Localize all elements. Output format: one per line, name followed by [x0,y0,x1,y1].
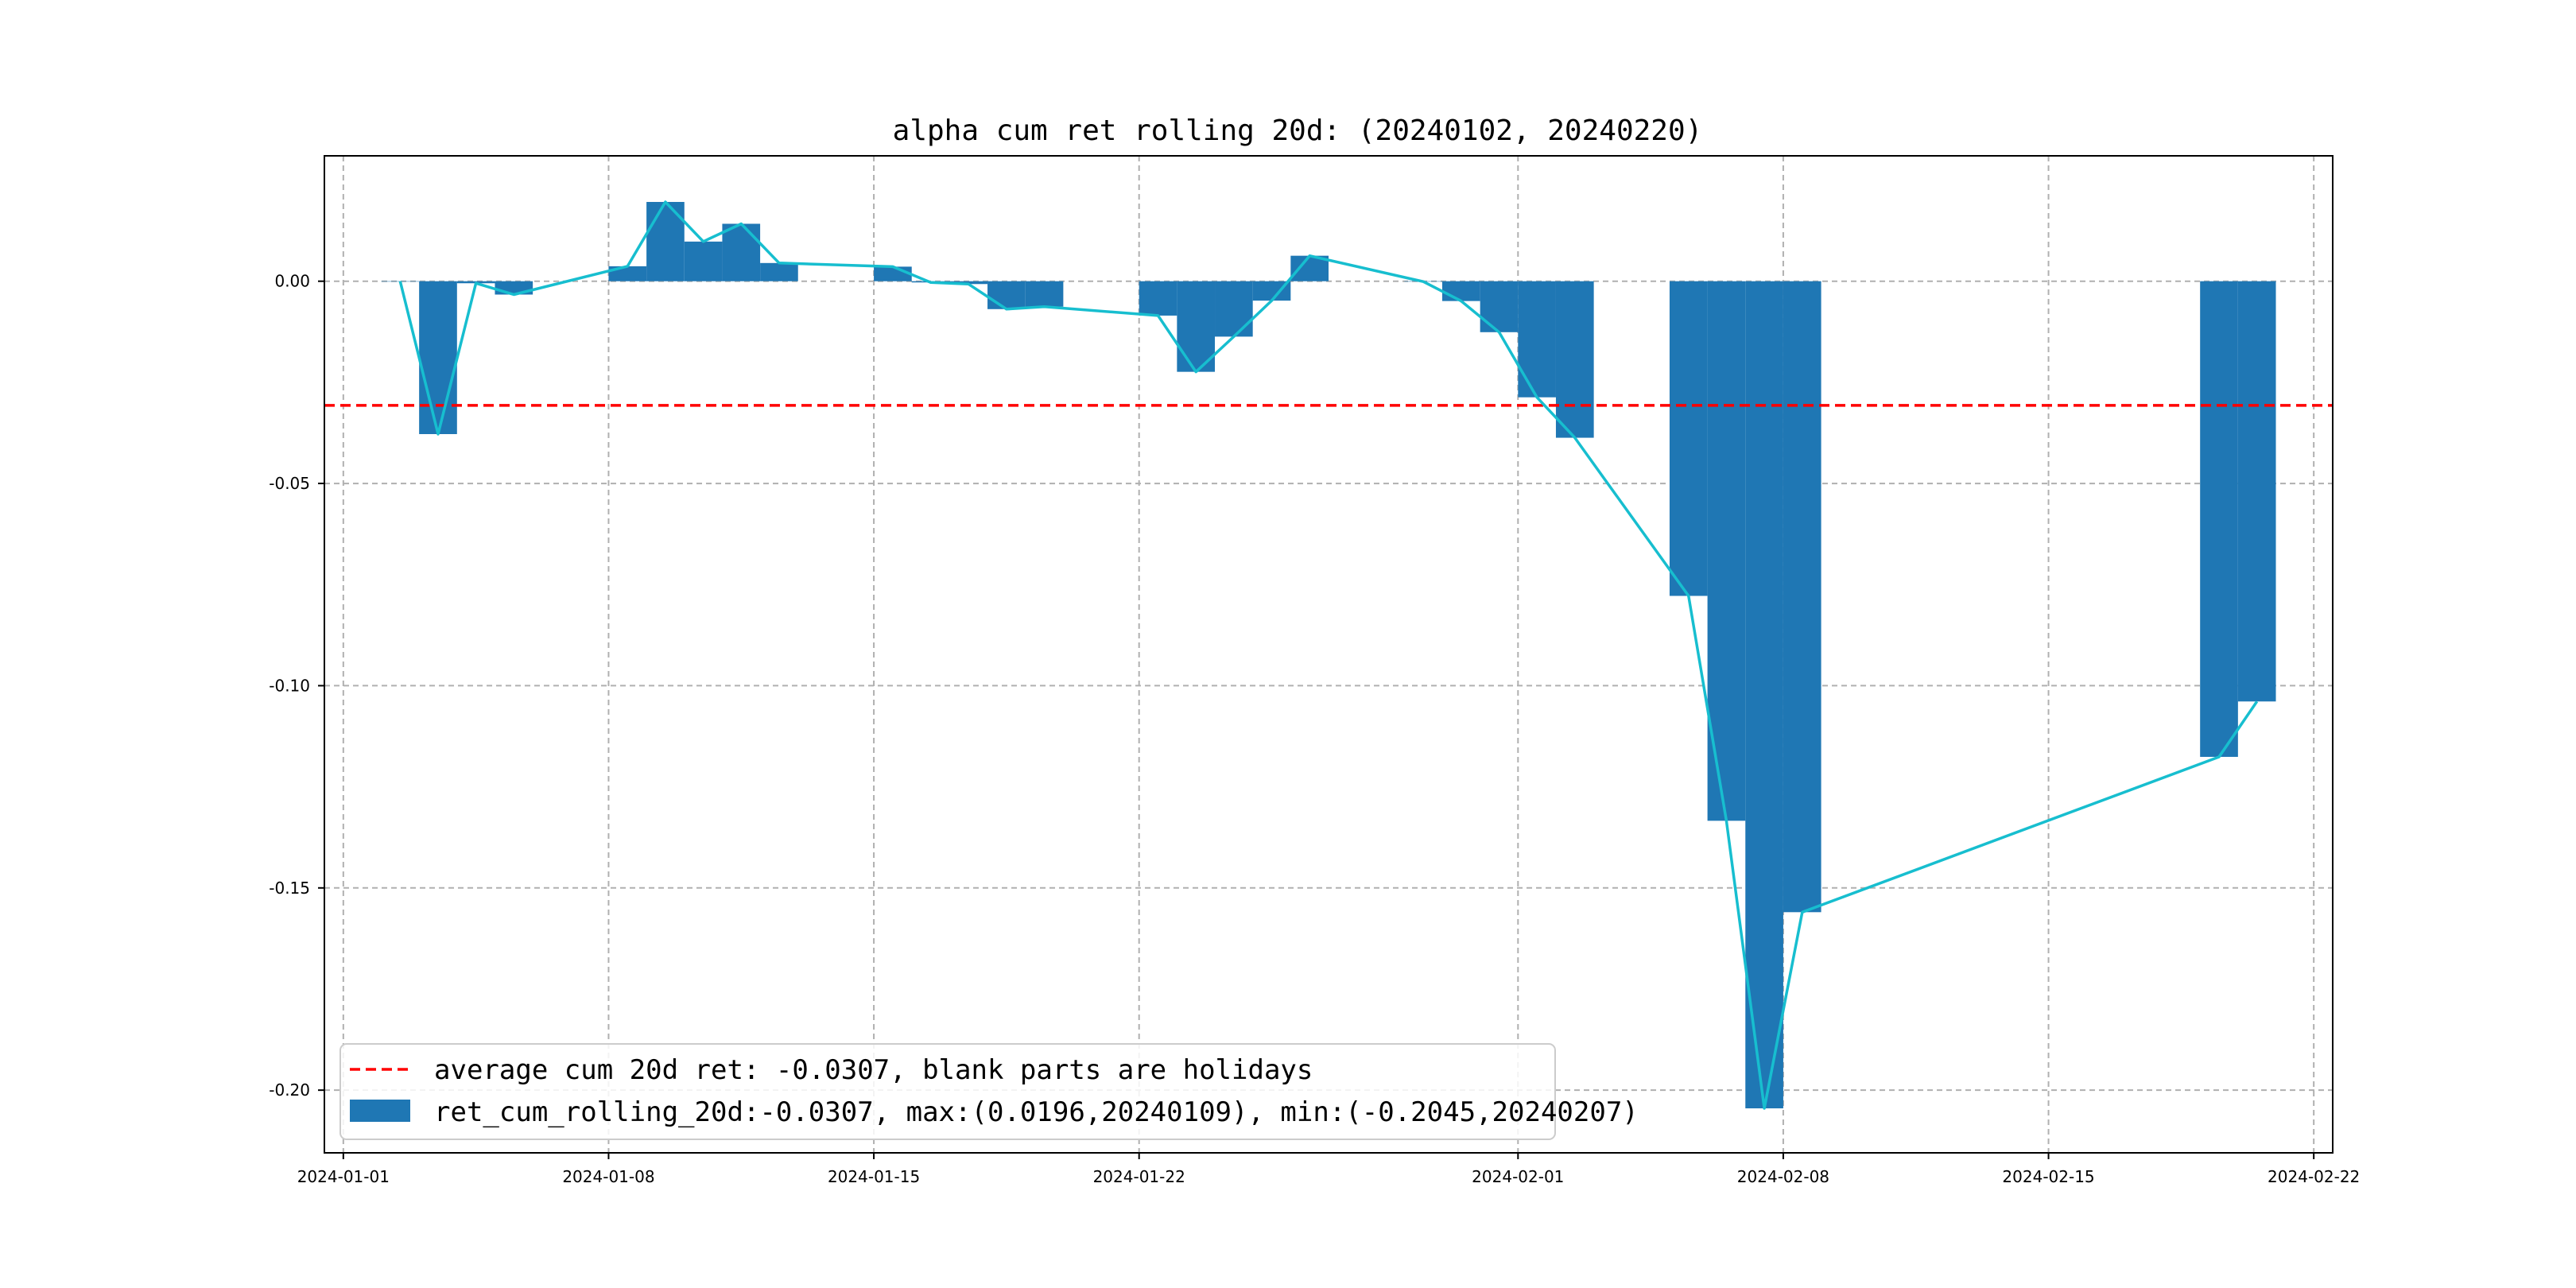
bar [987,281,1026,309]
bars [381,201,2276,1109]
y-tick-label: -0.05 [269,474,310,493]
plot-frame [324,155,2334,1154]
y-tick-label: 0.00 [274,272,310,291]
series-line [398,200,2259,1110]
legend-avg-label: average cum 20d ret: -0.0307, blank part… [434,1054,1313,1086]
x-tick-label: 2024-01-08 [562,1167,654,1186]
bar [419,281,457,435]
x-tick-label: 2024-02-01 [1472,1167,1564,1186]
y-axis: 0.00 -0.05 -0.10 -0.15 -0.20 [269,272,324,1100]
legend: average cum 20d ret: -0.0307, blank part… [339,1043,1639,1140]
bar [1139,281,1177,316]
y-tick-label: -0.15 [269,879,310,898]
bar [1669,281,1708,596]
bar [874,266,912,281]
bar [1441,281,1480,301]
bar [1707,281,1746,821]
legend-box [339,1043,1556,1140]
bar [1215,281,1253,337]
bar [949,281,988,285]
x-tick-label: 2024-01-01 [297,1167,390,1186]
cum-ret-line [398,200,2259,1110]
bar [1555,281,1594,438]
x-tick-label: 2024-02-08 [1737,1167,1829,1186]
grid [324,156,2333,1153]
bar [722,223,761,281]
bar [1480,281,1519,332]
chart-title: alpha cum ret rolling 20d: (20240102, 20… [893,114,1703,147]
legend-bar-swatch [350,1100,410,1122]
bar [1177,281,1216,372]
x-tick-label: 2024-01-15 [828,1167,920,1186]
x-tick-label: 2024-02-15 [2002,1167,2094,1186]
bar [760,262,798,281]
x-tick-label: 2024-01-22 [1093,1167,1185,1186]
x-axis: 2024-01-01 2024-01-08 2024-01-15 2024-01-22… [297,1153,2360,1186]
y-tick-label: -0.20 [269,1080,310,1100]
bar [2200,281,2238,757]
bar [684,241,723,281]
bar [1518,281,1556,398]
bar [1783,281,1821,913]
x-tick-label: 2024-02-22 [2268,1167,2360,1186]
bar [1025,281,1064,307]
legend-bar-label: ret_cum_rolling_20d:-0.0307, max:(0.0196… [434,1096,1639,1128]
y-tick-label: -0.10 [269,676,310,695]
bar [1745,281,1783,1109]
bar [2237,281,2276,702]
